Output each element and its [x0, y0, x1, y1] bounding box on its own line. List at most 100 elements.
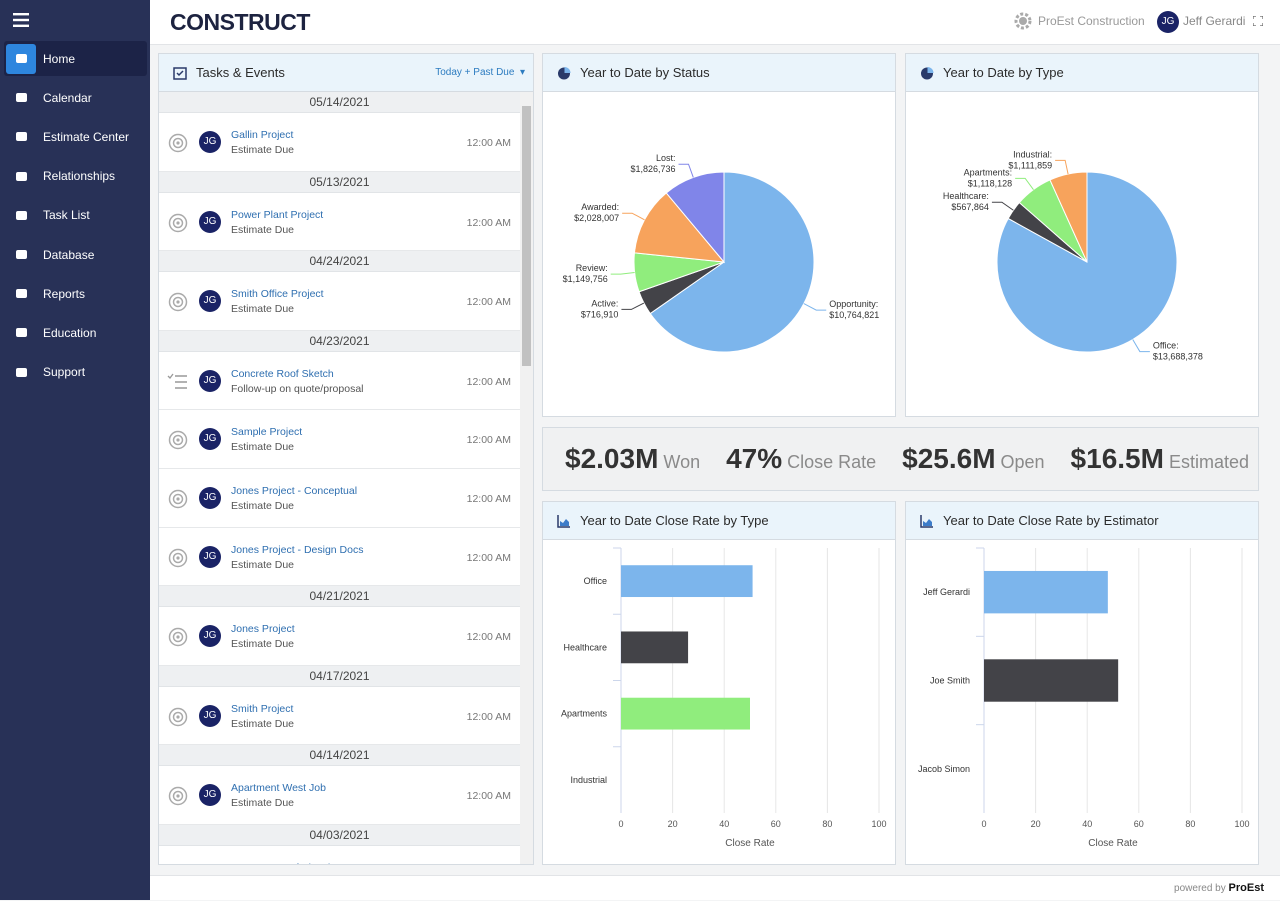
avatar: JG [199, 487, 221, 509]
panel-header: Year to Date by Status [543, 54, 895, 92]
task-title[interactable]: Jones Project - Design Docs [231, 544, 363, 556]
nav-item[interactable]: Education [4, 315, 147, 350]
nav-item[interactable]: Calendar [4, 80, 147, 115]
task-title[interactable]: Apartment West Job [231, 782, 326, 794]
task-title[interactable]: Smith Office Project [231, 288, 324, 300]
y-tick-label: Office [584, 576, 607, 586]
nav-label[interactable]: Reports [43, 287, 85, 301]
date-header: 04/14/2021 [159, 745, 520, 766]
scroll-thumb[interactable] [522, 106, 531, 366]
task-title[interactable]: Jones Project - Conceptual [231, 485, 357, 497]
top-bar: CONSTRUCT ProEst Construction JG Jeff Ge… [150, 0, 1280, 45]
nav-label[interactable]: Task List [43, 208, 90, 222]
nav-item[interactable]: Task List [4, 198, 147, 233]
nav-label[interactable]: Education [43, 326, 96, 340]
task-subtitle: Estimate Due [231, 718, 294, 730]
x-tick-label: 80 [822, 819, 832, 829]
task-title[interactable]: Sample Project [231, 426, 302, 438]
y-tick-label: Joe Smith [930, 676, 970, 686]
task-time: 12:00 AM [467, 217, 511, 229]
user-name[interactable]: Jeff Gerardi [1183, 14, 1245, 28]
task-title[interactable]: Smith Project [231, 703, 293, 715]
icon-shape [16, 328, 27, 337]
nav-label[interactable]: Estimate Center [43, 130, 129, 144]
brand: ProEst [1229, 882, 1264, 894]
nav-item[interactable]: Reports [4, 276, 147, 311]
filter-dropdown[interactable]: Today + Past Due ▾ [435, 67, 525, 78]
icon-dot [176, 795, 179, 798]
stat-value: $25.6M [902, 443, 995, 474]
avatar: JG [199, 705, 221, 727]
nav-label[interactable]: Calendar [43, 91, 92, 105]
scrollbar[interactable] [520, 92, 533, 864]
nav-item[interactable]: Relationships [4, 159, 147, 194]
nav-item[interactable]: Database [4, 237, 147, 272]
task-time: 12:00 AM [467, 552, 511, 564]
task-icon [167, 547, 189, 569]
icon [15, 326, 28, 339]
gear-icon [1014, 12, 1032, 30]
panel-icon [557, 66, 571, 80]
task-title[interactable]: Jones Project [231, 623, 295, 635]
menu-button[interactable] [13, 13, 29, 27]
logo[interactable]: CONSTRUCT [170, 9, 310, 36]
panel-header: Tasks & Events Today + Past Due ▾ [159, 54, 533, 92]
stat-value: 47% [726, 443, 782, 474]
x-tick-label: 40 [719, 819, 729, 829]
nav-label[interactable]: Relationships [43, 169, 115, 183]
icon-shape [923, 519, 932, 526]
icon-shape [565, 67, 571, 73]
x-tick-label: 80 [1185, 819, 1195, 829]
task-title[interactable]: Concrete Roof Sketch [231, 368, 334, 380]
avatar: JG [199, 370, 221, 392]
date-header: 04/23/2021 [159, 331, 520, 352]
nav-label[interactable]: Database [43, 248, 94, 262]
task-title[interactable]: Concrete Roof Sketch [231, 862, 334, 864]
nav-icon [6, 161, 36, 191]
x-tick-label: 60 [1134, 819, 1144, 829]
nav-label[interactable]: Home [43, 52, 75, 66]
slice-value: $10,764,821 [829, 310, 879, 320]
task-time: 12:00 AM [467, 493, 511, 505]
task-title[interactable]: Power Plant Project [231, 209, 323, 221]
stat: 47%Close Rate [726, 443, 876, 475]
panel-header: Year to Date Close Rate by Type [543, 502, 895, 540]
x-tick-label: 0 [981, 819, 986, 829]
nav-item[interactable]: Home [4, 41, 147, 76]
icon-shape [16, 172, 27, 181]
user-avatar[interactable]: JG [1157, 11, 1179, 33]
task-time: 12:00 AM [467, 376, 511, 388]
task-title[interactable]: Gallin Project [231, 129, 293, 141]
task-subtitle: Estimate Due [231, 224, 294, 236]
company-name[interactable]: ProEst Construction [1038, 14, 1145, 28]
nav-item[interactable]: Estimate Center [4, 119, 147, 154]
slice-label: Industrial: [1013, 149, 1052, 159]
task-time: 12:00 AM [467, 631, 511, 643]
nav-label[interactable]: Support [43, 365, 85, 379]
nav-item[interactable]: Support [4, 355, 147, 390]
expand-icon[interactable] [1253, 16, 1263, 26]
slice-label: Review: [576, 263, 608, 273]
x-tick-label: 20 [668, 819, 678, 829]
filter-label[interactable]: Today + Past Due [435, 67, 514, 78]
bar [984, 571, 1108, 613]
